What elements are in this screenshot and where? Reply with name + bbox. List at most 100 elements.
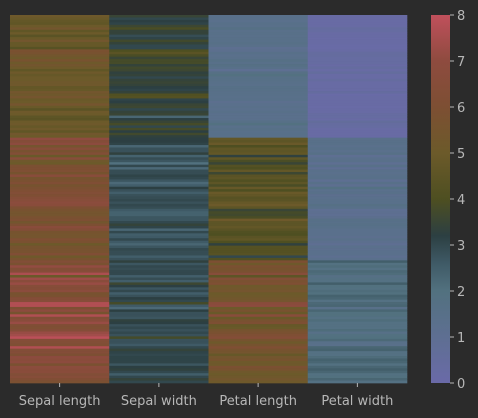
- heatmap-cell: [109, 223, 209, 227]
- heatmap-cell: [307, 172, 408, 175]
- heatmap-cell: [109, 81, 209, 85]
- heatmap-cell: [10, 341, 110, 345]
- heatmap-cell: [10, 365, 110, 369]
- heatmap-cell: [10, 95, 110, 99]
- heatmap-cell: [208, 44, 309, 48]
- heatmap-cell: [208, 51, 309, 55]
- colorbar-tick-label: 7: [457, 55, 465, 70]
- heatmap-cell: [109, 15, 209, 18]
- heatmap-cell: [10, 100, 110, 104]
- heatmap-cell: [109, 203, 209, 207]
- heatmap-cell: [208, 375, 309, 379]
- heatmap-cell: [109, 228, 209, 232]
- heatmap-cell: [10, 326, 110, 330]
- heatmap-cell: [307, 287, 408, 291]
- heatmap-cell: [208, 34, 309, 38]
- heatmap-cell: [307, 233, 408, 237]
- heatmap-cell: [307, 22, 408, 26]
- heatmap-cell: [109, 333, 209, 337]
- heatmap-cell: [208, 302, 309, 305]
- heatmap-cell: [307, 309, 408, 313]
- heatmap-cell: [208, 76, 309, 80]
- heatmap-cell: [208, 157, 309, 161]
- heatmap-cell: [307, 380, 408, 384]
- heatmap-cell: [109, 240, 209, 244]
- heatmap-cell: [10, 203, 110, 207]
- heatmap-cell: [307, 59, 408, 62]
- heatmap-cell: [109, 113, 209, 116]
- heatmap-cell: [109, 260, 209, 264]
- heatmap-cell: [307, 363, 408, 367]
- heatmap-cell: [10, 208, 110, 212]
- heatmap-cell: [10, 373, 110, 376]
- heatmap-cell: [208, 277, 309, 281]
- heatmap-cell: [109, 329, 209, 332]
- heatmap-cell: [109, 76, 209, 80]
- heatmap-cell: [109, 98, 209, 102]
- heatmap-cell: [307, 64, 408, 67]
- heatmap-cell: [109, 311, 209, 315]
- heatmap-cell: [307, 86, 408, 89]
- heatmap-cell: [307, 351, 408, 354]
- heatmap-cell: [10, 135, 110, 139]
- heatmap-cell: [10, 353, 110, 357]
- heatmap-cell: [109, 341, 209, 345]
- heatmap-cell: [10, 59, 110, 62]
- heatmap-cell: [307, 61, 408, 65]
- heatmap-cell: [109, 145, 209, 148]
- heatmap-cell: [208, 262, 309, 266]
- heatmap-cell: [109, 324, 209, 327]
- heatmap-cell: [208, 191, 309, 195]
- heatmap-cell: [307, 235, 408, 239]
- heatmap-cell: [109, 213, 209, 217]
- heatmap-cell: [208, 37, 309, 40]
- heatmap-cell: [307, 68, 408, 72]
- heatmap-cell: [10, 216, 110, 219]
- heatmap-cell: [208, 184, 309, 188]
- heatmap-cell: [10, 179, 110, 183]
- heatmap-cell: [307, 17, 408, 21]
- heatmap-cell: [307, 93, 408, 97]
- heatmap-cell: [208, 122, 309, 126]
- heatmap-cell: [10, 282, 110, 286]
- heatmap-cell: [208, 93, 309, 97]
- heatmap-cell: [109, 270, 209, 273]
- heatmap-cell: [307, 272, 408, 276]
- heatmap-cell: [307, 24, 408, 28]
- heatmap-cell: [208, 243, 309, 246]
- heatmap-cell: [109, 363, 209, 367]
- heatmap-cell: [10, 304, 110, 308]
- heatmap-cell: [208, 235, 309, 239]
- heatmap-cell: [109, 186, 209, 190]
- heatmap-cell: [208, 135, 309, 139]
- heatmap-cell: [307, 257, 408, 261]
- heatmap-cell: [307, 333, 408, 337]
- heatmap-cell: [109, 110, 209, 114]
- heatmap-cell: [109, 208, 209, 212]
- heatmap-cell: [10, 181, 110, 185]
- heatmap-cell: [208, 314, 309, 318]
- heatmap-cell: [208, 221, 309, 224]
- heatmap-cell: [10, 248, 110, 251]
- heatmap-cell: [109, 132, 209, 136]
- heatmap-cell: [208, 189, 309, 192]
- heatmap-cell: [109, 108, 209, 112]
- heatmap-cell: [10, 108, 110, 112]
- heatmap-cell: [10, 46, 110, 50]
- heatmap-cell: [208, 98, 309, 102]
- heatmap-cell: [208, 316, 309, 320]
- heatmap-cell: [109, 218, 209, 222]
- heatmap-cell: [307, 370, 408, 374]
- heatmap-cell: [307, 248, 408, 251]
- heatmap-cell: [307, 216, 408, 219]
- heatmap-cell: [10, 262, 110, 266]
- heatmap-cell: [307, 221, 408, 224]
- heatmap-cell: [208, 287, 309, 291]
- heatmap-cell: [307, 181, 408, 185]
- heatmap-cell: [208, 71, 309, 75]
- heatmap-cell: [10, 110, 110, 114]
- heatmap-cell: [307, 32, 408, 35]
- heatmap-cell: [307, 130, 408, 134]
- heatmap-cell: [10, 44, 110, 48]
- heatmap-cell: [109, 358, 209, 362]
